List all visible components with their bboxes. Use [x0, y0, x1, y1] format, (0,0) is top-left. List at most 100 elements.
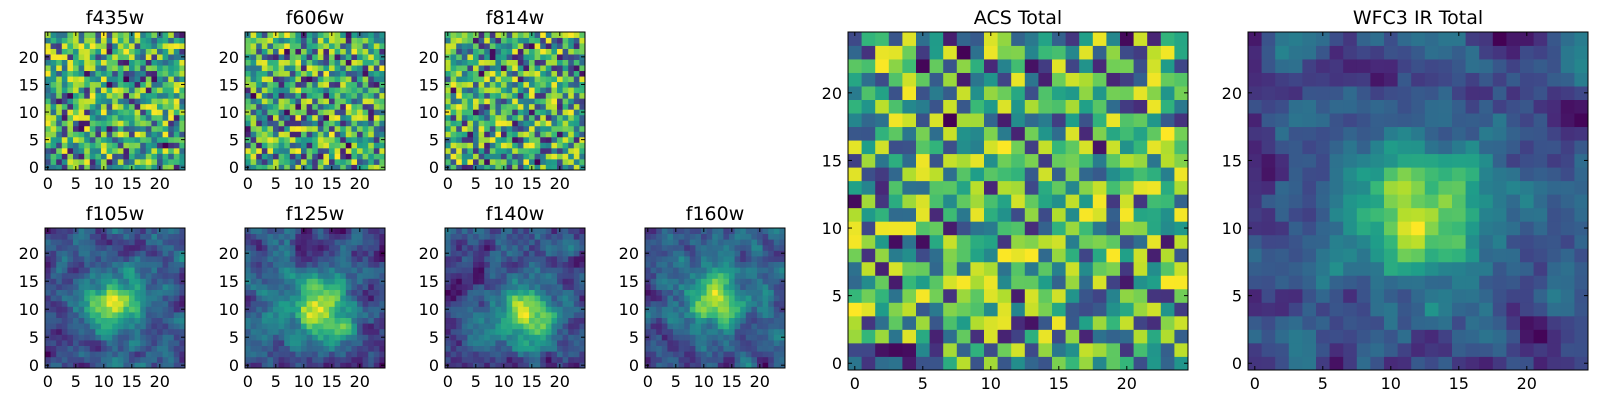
heatmap-cell: [745, 278, 752, 285]
heatmap-cell: [562, 158, 569, 165]
heatmap-cell: [461, 334, 468, 341]
heatmap-cell: [89, 76, 96, 83]
heatmap-cell: [67, 295, 74, 302]
heatmap-cell: [545, 261, 552, 268]
heatmap-cell: [512, 120, 519, 127]
heatmap-cell: [712, 233, 719, 240]
heatmap-cell: [734, 284, 741, 290]
heatmap-cell: [261, 48, 268, 55]
heatmap-cell: [956, 288, 971, 303]
heatmap-cell: [168, 70, 175, 77]
y-tick-label: 10: [219, 103, 239, 122]
heatmap-cell: [1133, 180, 1148, 195]
heatmap-cell: [89, 81, 96, 88]
heatmap-cell: [45, 87, 51, 94]
heatmap-cell: [579, 120, 586, 127]
heatmap-cell: [467, 317, 474, 324]
heatmap-cell: [157, 54, 163, 60]
heatmap-cell: [323, 120, 330, 127]
heatmap-cell: [317, 109, 324, 116]
heatmap-cell: [456, 109, 463, 116]
heatmap-cell: [50, 37, 57, 44]
heatmap-cell: [151, 98, 158, 105]
heatmap-cell: [312, 164, 319, 171]
heatmap-cell: [295, 284, 302, 290]
heatmap-cell: [329, 125, 335, 132]
heatmap-cell: [489, 125, 496, 132]
panel-title: f160w: [686, 203, 745, 225]
heatmap-cell: [351, 48, 358, 55]
heatmap-cell: [478, 103, 485, 110]
heatmap-cell: [1079, 167, 1094, 182]
heatmap-cell: [478, 250, 485, 257]
heatmap-cell: [740, 284, 747, 290]
heatmap-cell: [289, 233, 296, 240]
heatmap-cell: [501, 142, 507, 149]
heatmap-cell: [317, 32, 324, 38]
heatmap-cell: [368, 345, 375, 352]
heatmap-cell: [956, 342, 971, 357]
heatmap-cell: [540, 48, 547, 55]
heatmap-cell: [140, 70, 147, 77]
heatmap-cell: [1011, 234, 1026, 249]
heatmap-cell: [689, 250, 696, 257]
heatmap-cell: [484, 312, 491, 318]
heatmap-cell: [334, 65, 341, 72]
heatmap-cell: [73, 120, 79, 127]
heatmap-cell: [512, 65, 519, 72]
heatmap-cell: [267, 114, 274, 121]
heatmap-cell: [117, 158, 124, 165]
heatmap-cell: [140, 317, 147, 324]
heatmap-cell: [67, 362, 74, 369]
heatmap-cell: [661, 312, 668, 318]
heatmap-cell: [768, 272, 775, 279]
heatmap-cell: [512, 70, 519, 77]
heatmap-cell: [340, 278, 347, 285]
heatmap-cell: [123, 295, 130, 302]
heatmap-cell: [984, 167, 998, 182]
heatmap-cell: [661, 328, 668, 335]
heatmap-cell: [678, 261, 685, 268]
heatmap-cell: [317, 81, 324, 88]
heatmap-cell: [306, 312, 313, 318]
heatmap-cell: [540, 295, 547, 302]
heatmap-cell: [929, 221, 944, 236]
heatmap-cell: [1147, 329, 1162, 344]
heatmap-cell: [573, 317, 580, 324]
heatmap-cell: [848, 221, 862, 236]
heatmap-cell: [368, 76, 375, 83]
heatmap-cell: [140, 345, 147, 352]
heatmap-cell: [573, 323, 580, 330]
heatmap-cell: [117, 125, 124, 132]
heatmap-cell: [312, 306, 319, 313]
heatmap-cell: [1106, 302, 1121, 317]
heatmap-cell: [545, 92, 552, 99]
heatmap-cell: [473, 306, 479, 313]
heatmap-cell: [1174, 207, 1189, 222]
heatmap-cell: [751, 272, 758, 279]
heatmap-cell: [1092, 275, 1107, 290]
heatmap-cell: [95, 103, 102, 110]
heatmap-cell: [645, 312, 651, 318]
heatmap-cell: [145, 92, 152, 99]
heatmap-cell: [373, 59, 380, 66]
heatmap-cell: [56, 43, 63, 49]
heatmap-cell: [273, 351, 279, 358]
heatmap-cell: [557, 158, 563, 165]
heatmap-cell: [329, 340, 335, 346]
heatmap-cell: [467, 81, 474, 88]
heatmap-cell: [345, 272, 352, 279]
heatmap-cell: [162, 131, 169, 138]
heatmap-cell: [323, 103, 330, 110]
heatmap-cell: [329, 136, 335, 143]
heatmap-cell: [284, 239, 291, 246]
heatmap-cell: [712, 256, 719, 262]
heatmap-cell: [529, 120, 535, 127]
heatmap-cell: [1038, 342, 1053, 357]
heatmap-cell: [717, 250, 724, 257]
heatmap-cell: [151, 92, 158, 99]
heatmap-cell: [173, 340, 180, 346]
heatmap-cell: [517, 136, 524, 143]
heatmap-cell: [517, 164, 524, 171]
heatmap-cell: [456, 289, 463, 296]
